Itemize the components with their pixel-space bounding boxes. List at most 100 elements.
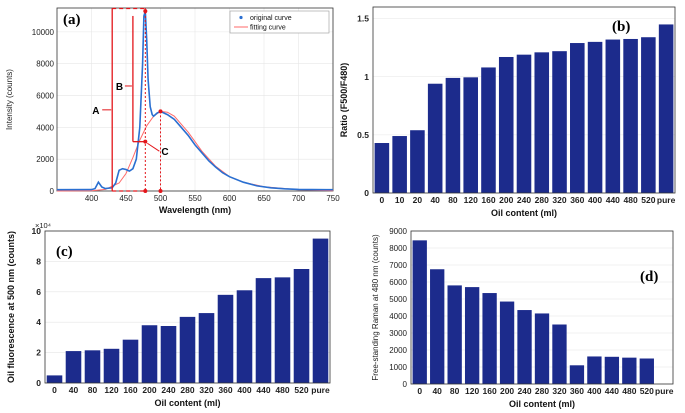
y-tick-label: 8000 — [36, 60, 54, 69]
legend-box — [229, 10, 330, 34]
x-tick-label: 750 — [326, 194, 340, 203]
x-tick-label: 160 — [481, 195, 495, 205]
x-tick-label: 120 — [465, 386, 479, 396]
x-tick-label: 440 — [256, 385, 270, 395]
x-tick-label: 200 — [500, 386, 514, 396]
y-tick-label: 10000 — [32, 28, 55, 37]
annot-point — [143, 9, 148, 14]
y-tick-label: 0 — [50, 187, 55, 196]
bar-0 — [412, 240, 427, 384]
y-axis-label: Oil fluorescence at 500 nm (counts) — [6, 231, 16, 383]
y-tick-label: 6000 — [36, 92, 54, 101]
x-tick-label: 550 — [188, 194, 202, 203]
panel-label-c: (c) — [56, 244, 73, 260]
panel-d: 0 40 80 120 160 200 240 280 320 360 400 440 480 520 pu… — [371, 227, 674, 409]
legend-marker-original — [239, 15, 243, 20]
bar-120 — [103, 348, 120, 383]
bar-320 — [552, 51, 567, 193]
x-tick-label: 240 — [161, 385, 175, 395]
bar-10 — [392, 136, 407, 193]
bar-40 — [430, 269, 445, 384]
bar-200 — [498, 56, 514, 193]
x-tick-label: 200 — [499, 195, 513, 205]
x-tick-label: 120 — [464, 195, 478, 205]
x-tick-label: 520 — [641, 195, 655, 205]
x-tick-label: 320 — [552, 386, 566, 396]
bar-80 — [447, 285, 462, 384]
y-tick-label: 0 — [403, 380, 408, 389]
bar-160 — [482, 293, 497, 384]
x-tick-label: 360 — [218, 385, 232, 395]
y-tick-label: 4000 — [389, 312, 407, 321]
annot-label-b: B — [116, 82, 123, 93]
y-tick-label: 2000 — [36, 155, 54, 164]
bar-520 — [641, 37, 656, 193]
y-axis-label: Free-standing Raman at 480 nm (counts) — [371, 234, 380, 381]
x-tick-label: 400 — [237, 385, 251, 395]
bar-440 — [255, 278, 272, 383]
bar-0 — [46, 375, 63, 383]
x-tick-label: 80 — [88, 385, 98, 395]
bar-280 — [179, 316, 196, 383]
x-tick-label: 480 — [623, 195, 637, 205]
bar-480 — [623, 38, 638, 193]
x-tick-label: 400 — [85, 194, 99, 203]
x-tick-label: 200 — [142, 385, 156, 395]
y-tick-label: 0 — [36, 378, 41, 388]
y-tick-label: 0.5 — [357, 130, 369, 140]
bar-440 — [605, 39, 621, 193]
y-tick-label: 4000 — [36, 123, 54, 132]
x-tick-label: 40 — [430, 195, 440, 205]
bar-20 — [410, 130, 425, 193]
x-tick-label: 0 — [380, 195, 385, 205]
x-tick-label: 240 — [517, 386, 531, 396]
bar-320 — [198, 313, 215, 383]
annot-point — [143, 139, 148, 144]
x-tick-label: 360 — [570, 195, 584, 205]
bar-40 — [65, 351, 82, 383]
x-tick-label: 80 — [448, 195, 458, 205]
legend-label-original: original curve — [250, 15, 292, 22]
x-tick-label: 10 — [395, 195, 405, 205]
annot-label-c: C — [161, 147, 168, 158]
bar-200 — [499, 301, 515, 384]
bar-pure — [658, 24, 674, 193]
y-tick-label: 2 — [36, 348, 41, 358]
x-tick-label: 500 — [154, 194, 168, 203]
bar-400 — [587, 356, 602, 384]
bar-440 — [604, 356, 620, 384]
bar-pure — [312, 238, 329, 383]
annot-point — [158, 189, 163, 193]
plot-frame-d — [410, 230, 674, 385]
y-tick-label: 2000 — [389, 346, 407, 355]
panel-label-d: (d) — [640, 269, 658, 285]
bar-360 — [570, 43, 585, 193]
bar-120 — [463, 77, 478, 193]
x-tick-label: 320 — [552, 195, 566, 205]
x-tick-label: pure — [655, 386, 674, 396]
x-tick-label: 120 — [104, 385, 118, 395]
bar-160 — [122, 339, 139, 383]
bar-520 — [639, 358, 654, 384]
x-tick-label: 280 — [535, 195, 549, 205]
x-tick-label: 480 — [275, 385, 289, 395]
x-tick-label: 280 — [535, 386, 549, 396]
bar-160 — [481, 67, 496, 193]
annot-point — [158, 109, 163, 114]
x-tick-label: 40 — [432, 386, 442, 396]
y-tick-label: 9000 — [389, 227, 407, 236]
bar-240 — [160, 326, 177, 383]
bar-120 — [464, 287, 480, 384]
x-tick-label: 520 — [294, 385, 308, 395]
x-tick-label: pure — [311, 385, 330, 395]
annot-point — [143, 189, 148, 193]
annot-label-a: A — [92, 106, 99, 117]
y-tick-label: 4 — [36, 317, 41, 327]
x-tick-label: 320 — [199, 385, 213, 395]
x-axis-label: Oil content (ml) — [509, 399, 575, 409]
plot-frame-a — [56, 7, 334, 192]
panel-b: 0 10 20 40 80 120 160 200 240 280 320 360 400 440 480 5… — [339, 6, 676, 218]
x-tick-label: 700 — [292, 194, 306, 203]
panel-label-a: (a) — [63, 12, 81, 28]
x-axis-label: Oil content (ml) — [155, 398, 221, 408]
